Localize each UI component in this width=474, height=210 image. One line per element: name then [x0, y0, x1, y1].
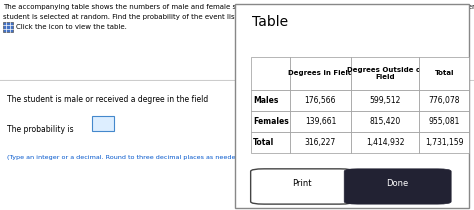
- FancyBboxPatch shape: [251, 169, 353, 204]
- Text: The probability is: The probability is: [7, 125, 73, 134]
- Text: Table: Table: [252, 15, 288, 29]
- FancyBboxPatch shape: [344, 169, 451, 204]
- FancyBboxPatch shape: [3, 22, 13, 32]
- Text: The accompanying table shows the numbers of male and female students in a certai: The accompanying table shows the numbers…: [3, 4, 474, 10]
- Text: Done: Done: [387, 180, 409, 188]
- Text: student is selected at random. Find the probability of the event listed below.: student is selected at random. Find the …: [3, 14, 271, 20]
- Text: Print: Print: [292, 180, 311, 188]
- Text: (Type an integer or a decimal. Round to three decimal places as needed: (Type an integer or a decimal. Round to …: [7, 155, 239, 160]
- FancyBboxPatch shape: [235, 4, 469, 208]
- FancyBboxPatch shape: [92, 116, 114, 131]
- Text: Click the icon to view the table.: Click the icon to view the table.: [16, 24, 127, 30]
- Text: The student is male or received a degree in the field: The student is male or received a degree…: [7, 95, 208, 104]
